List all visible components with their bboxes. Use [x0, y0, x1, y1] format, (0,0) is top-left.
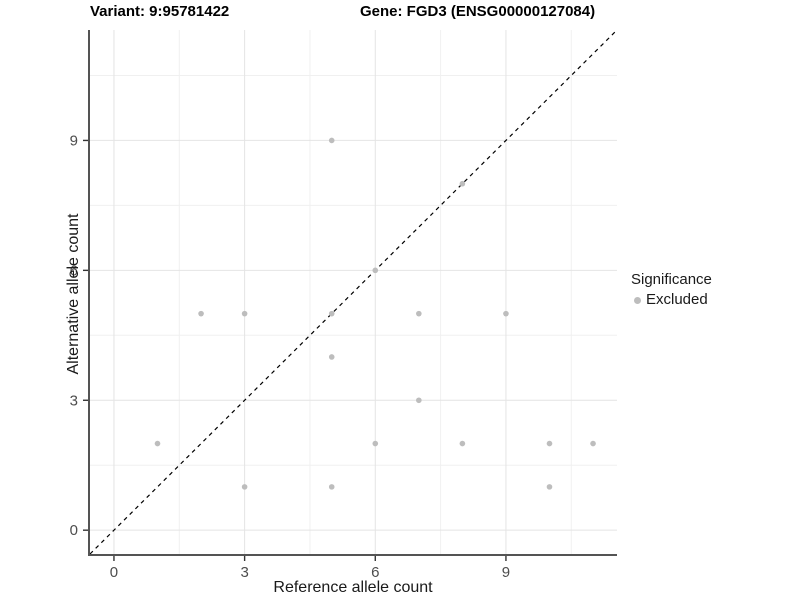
y-tick-label: 6 — [70, 262, 78, 279]
x-tick-label: 9 — [502, 564, 510, 581]
data-point — [241, 484, 248, 490]
y-tick-label: 9 — [70, 132, 78, 149]
data-point — [459, 440, 466, 447]
data-point — [154, 440, 161, 447]
data-point — [459, 180, 466, 187]
legend-item-excluded: Excluded — [631, 291, 796, 309]
x-tick-label: 0 — [110, 564, 118, 581]
y-axis-title: Alternative allele count — [65, 213, 82, 375]
data-point — [546, 484, 553, 490]
data-point — [590, 440, 596, 447]
identity-line — [89, 29, 618, 555]
data-point — [372, 440, 379, 447]
data-point — [416, 397, 422, 404]
legend-title: Significance — [631, 271, 712, 288]
data-point — [416, 310, 422, 317]
x-tick-label: 3 — [240, 564, 248, 581]
y-tick-label: 3 — [70, 392, 78, 409]
gene-title: Gene: FGD3 (ENSG00000127084) — [360, 3, 596, 20]
data-point — [198, 310, 204, 317]
data-point — [546, 440, 553, 447]
data-point — [328, 310, 335, 317]
data-point — [372, 267, 379, 274]
y-tick-label: 0 — [70, 522, 78, 539]
legend-item-label: Excluded — [646, 291, 708, 308]
excluded-point-icon — [634, 296, 641, 304]
x-tick-label: 6 — [371, 564, 379, 581]
data-point — [328, 484, 335, 490]
data-point — [328, 354, 335, 360]
x-axis-title: Reference allele count — [273, 579, 433, 596]
data-point — [328, 137, 335, 144]
data-point — [241, 310, 248, 317]
variant-title: Variant: 9:95781422 — [90, 3, 230, 20]
data-point — [503, 310, 509, 317]
legend: Significance Excluded — [631, 270, 796, 309]
